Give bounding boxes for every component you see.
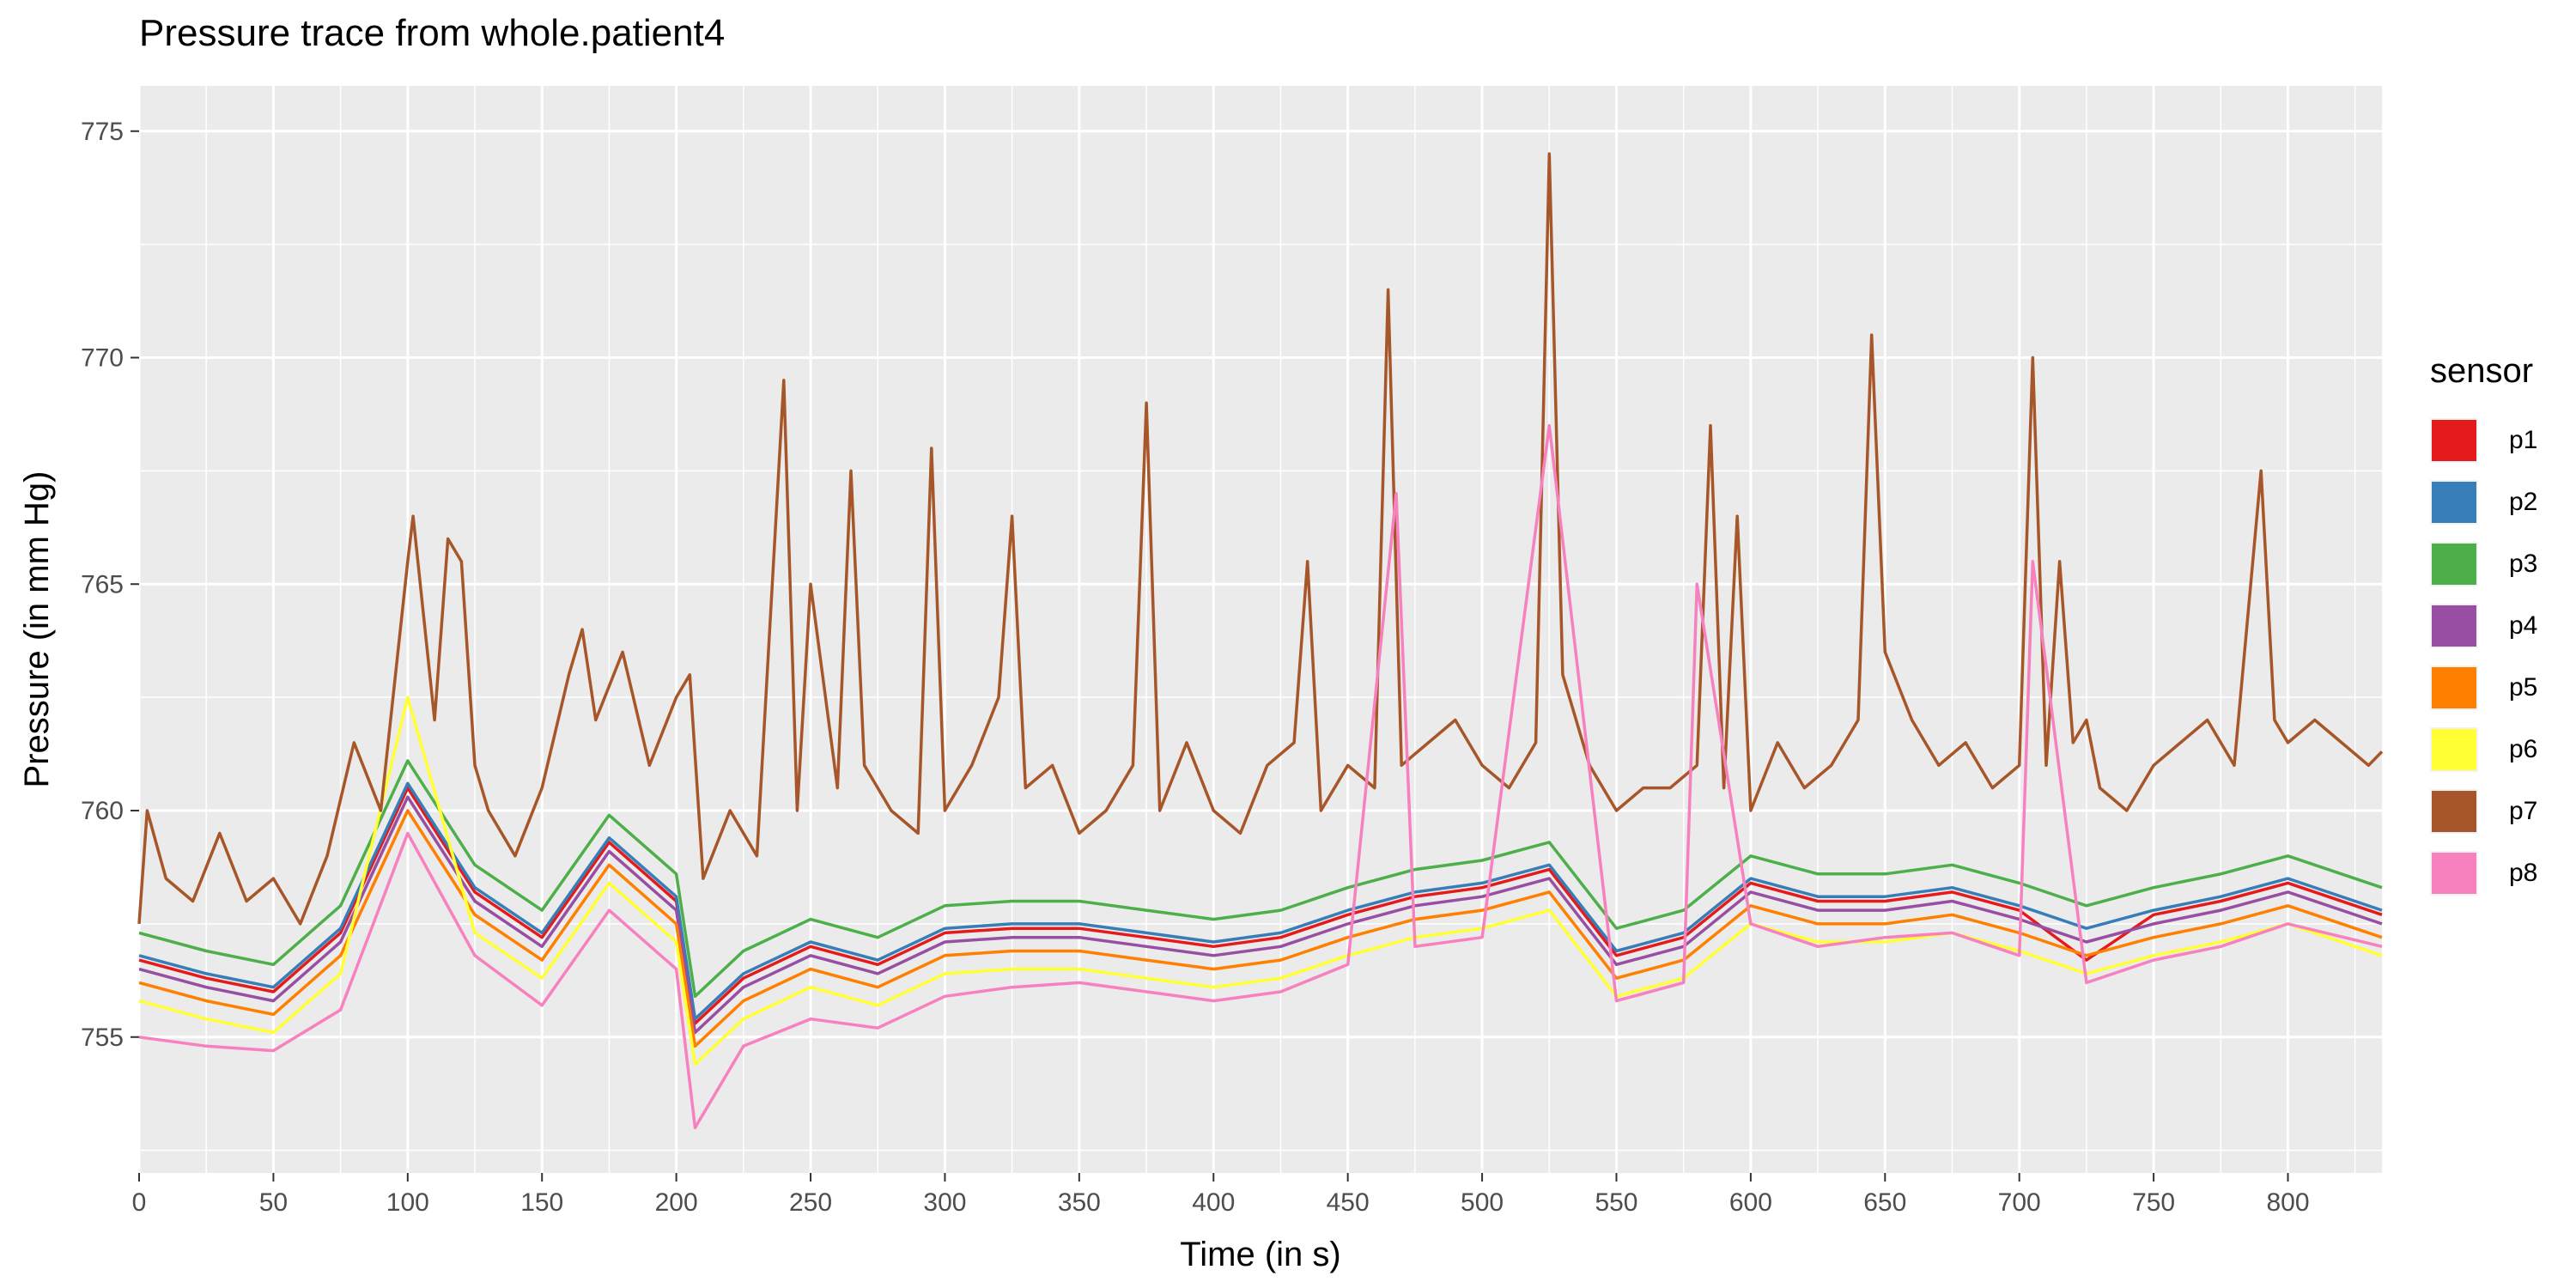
x-tick-label: 250	[789, 1188, 832, 1217]
y-tick-label: 770	[81, 344, 124, 373]
legend-label-p2: p2	[2509, 488, 2538, 516]
legend-item-p4: p4	[2430, 595, 2537, 657]
legend-title: sensor	[2430, 352, 2534, 390]
legend-item-p5: p5	[2430, 657, 2537, 719]
x-tick-label: 700	[1998, 1188, 2041, 1217]
legend-item-p3: p3	[2430, 533, 2537, 595]
x-tick-label: 650	[1863, 1188, 1906, 1217]
legend-label-p5: p5	[2509, 673, 2538, 702]
legend-label-p4: p4	[2509, 611, 2538, 640]
major-gridlines	[137, 86, 2382, 1173]
legend-swatch-p8	[2430, 851, 2478, 896]
series-line-p4	[138, 795, 2383, 1035]
legend-swatch-p4	[2430, 604, 2478, 648]
minor-gridlines	[139, 86, 2382, 1173]
x-tick-label: 400	[1192, 1188, 1235, 1217]
plot-background	[139, 86, 2382, 1173]
x-tick-label: 550	[1595, 1188, 1637, 1217]
legend-items: p1 p2 p3 p4 p5 p6 p7 p8	[2430, 410, 2537, 904]
y-axis-title: Pressure (in mm Hg)	[18, 471, 56, 788]
x-tick-label: 500	[1461, 1188, 1504, 1217]
x-tick-label: 200	[655, 1188, 698, 1217]
legend-item-p1: p1	[2430, 410, 2537, 471]
y-tick-label: 755	[81, 1024, 124, 1052]
legend-item-p8: p8	[2430, 842, 2537, 904]
legend-swatch-p7	[2430, 789, 2478, 834]
x-tick-label: 450	[1327, 1188, 1370, 1217]
legend-label-p1: p1	[2509, 426, 2538, 454]
y-tick-label: 760	[81, 797, 124, 825]
legend-swatch-p2	[2430, 480, 2478, 525]
legend: sensor p1 p2 p3 p4 p5 p6 p7 p8	[2430, 352, 2537, 904]
legend-item-p7: p7	[2430, 781, 2537, 842]
y-axis-ticks: 755 760 765 770 775	[81, 118, 139, 1052]
x-axis-title: Time (in s)	[1180, 1236, 1340, 1273]
series-line-p8	[138, 423, 2383, 1130]
legend-swatch-p1	[2430, 418, 2478, 463]
x-tick-label: 300	[923, 1188, 966, 1217]
legend-label-p6: p6	[2509, 735, 2538, 763]
x-tick-label: 100	[386, 1188, 429, 1217]
x-tick-label: 350	[1058, 1188, 1101, 1217]
y-tick-label: 775	[81, 118, 124, 146]
x-tick-label: 150	[520, 1188, 563, 1217]
legend-label-p7: p7	[2509, 797, 2538, 825]
legend-item-p2: p2	[2430, 471, 2537, 533]
x-tick-label: 50	[259, 1188, 288, 1217]
legend-swatch-p5	[2430, 665, 2478, 710]
x-axis-ticks: 0 50 100 150 200 250 300 350 400 450 500 550 600 650 7…	[132, 1173, 2310, 1217]
legend-swatch-p3	[2430, 542, 2478, 586]
series-line-p1	[138, 786, 2383, 1025]
x-tick-label: 750	[2132, 1188, 2175, 1217]
legend-swatch-p6	[2430, 727, 2478, 772]
x-tick-label: 600	[1729, 1188, 1772, 1217]
legend-item-p6: p6	[2430, 719, 2537, 781]
chart-title: Pressure trace from whole.patient4	[139, 12, 726, 54]
y-tick-label: 765	[81, 570, 124, 598]
legend-label-p8: p8	[2509, 859, 2538, 887]
series-line-p3	[138, 759, 2383, 999]
series-line-p7	[137, 152, 2384, 926]
x-tick-label: 0	[132, 1188, 147, 1217]
x-tick-label: 800	[2266, 1188, 2309, 1217]
series-line-p2	[138, 781, 2383, 1021]
series-layer	[137, 152, 2384, 1130]
legend-label-p3: p3	[2509, 550, 2538, 578]
series-line-p5	[138, 809, 2383, 1048]
